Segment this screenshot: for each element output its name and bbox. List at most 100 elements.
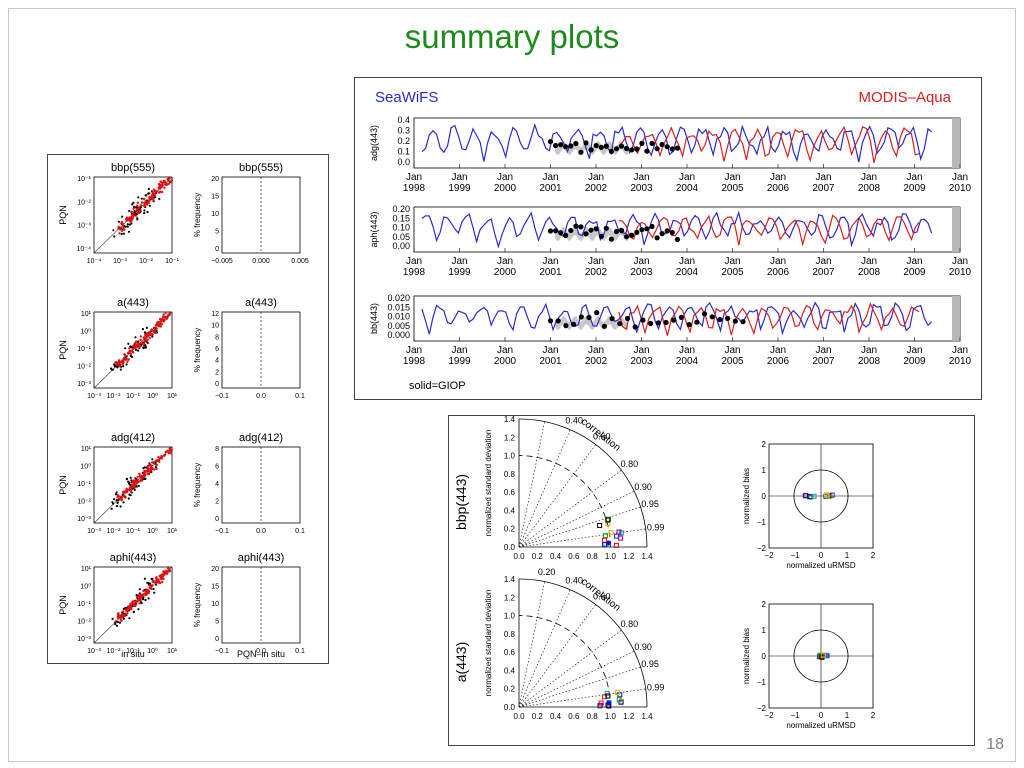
target-symbol	[802, 493, 808, 499]
insitu-point	[701, 311, 708, 317]
timeseries-xlabel-month: Jan	[815, 345, 831, 356]
taylor-ytick: 0.2	[504, 685, 516, 694]
target-ytick: 0	[762, 492, 767, 501]
insitu-point	[659, 141, 665, 148]
scatter-point	[140, 197, 143, 200]
scatter-point	[125, 363, 128, 366]
scatter-point	[112, 502, 115, 505]
scatter-point	[143, 473, 146, 476]
histogram-xtick: 0.1	[295, 393, 305, 400]
scatter-point	[128, 209, 131, 212]
scatter-point	[121, 222, 125, 226]
scatter-point	[149, 585, 153, 588]
scatter-point	[164, 311, 167, 314]
scatter-point	[165, 183, 168, 187]
insitu-point	[634, 229, 640, 235]
timeseries-xlabel-year: 2006	[767, 183, 790, 194]
timeseries-xlabel-month: Jan	[724, 256, 740, 267]
timeseries-xlabel-year: 2007	[812, 183, 835, 194]
histogram-ytick: 10	[211, 323, 219, 330]
taylor-xtick: 1.0	[605, 712, 617, 721]
target-symbol	[824, 492, 829, 498]
taylor-ytick: 1.0	[504, 452, 516, 461]
correlation-ray	[518, 469, 622, 548]
taylor-target-figure: bbp(443)0.200.400.600.800.900.950.99corr…	[453, 407, 876, 730]
insitu-point	[624, 234, 630, 240]
scatter-point	[121, 359, 124, 362]
scatter-point	[115, 491, 118, 494]
scatter-point	[118, 621, 122, 624]
scatter-point	[129, 352, 132, 356]
insitu-point	[586, 314, 592, 321]
timeseries-xlabel-year: 1999	[448, 267, 471, 278]
scatter-point	[127, 358, 130, 361]
taylor-xtick: 1.4	[641, 552, 653, 561]
scatter-point	[142, 589, 145, 593]
timeseries-xlabel-year: 2004	[676, 183, 699, 194]
scatter-ylabel: PQN	[58, 475, 68, 495]
timeseries-ylabel: aph(443)	[369, 211, 379, 247]
histogram-ytick: 6	[215, 346, 219, 353]
histogram-xtick: 0.0	[256, 648, 266, 655]
scatter-point	[141, 342, 144, 345]
insitu-point	[640, 317, 646, 323]
scatter-point	[122, 617, 125, 620]
target-symbol	[820, 652, 826, 658]
taylor-xtick: 1.2	[623, 552, 635, 561]
taylor-xtick: 0.6	[568, 712, 580, 721]
timeseries-frame	[413, 206, 961, 253]
scatter-point	[152, 330, 155, 333]
scatter-ytick: 10⁻¹	[77, 481, 91, 488]
timeseries-ytick: 0.015	[387, 302, 410, 312]
scatter-point	[165, 570, 169, 573]
scatter-point	[130, 490, 133, 494]
histogram-ytick: 4	[215, 358, 219, 365]
histogram-title: adg(412)	[239, 432, 283, 444]
insitu-point	[629, 232, 635, 238]
target-xtick: −1	[790, 551, 800, 560]
scatter-point	[146, 591, 149, 595]
scatter-point	[130, 355, 134, 358]
timeseries-ytick: 0.20	[392, 204, 410, 214]
plot-row-2: adg(412) adg(412) 10⁻³ 10⁻² 10⁻¹ 10⁰ 10¹ 10¹ 10⁰…	[58, 432, 305, 535]
histogram-xtick: −0.1	[215, 393, 229, 400]
scatter-point	[148, 336, 151, 340]
scatter-point	[128, 607, 131, 611]
taylor-xtick: 0.8	[587, 552, 599, 561]
scatter-point	[110, 507, 113, 510]
histogram-xtick: 0.1	[295, 648, 305, 655]
scatter-point	[143, 466, 146, 469]
correlation-ray	[518, 604, 597, 708]
insitu-point	[709, 314, 715, 320]
scatter-point	[128, 219, 131, 222]
scatter-point	[134, 477, 137, 480]
timeseries-xlabel-month: Jan	[770, 256, 786, 267]
histogram-ytick: 15	[211, 584, 219, 591]
histogram-xtick: 0.000	[252, 258, 270, 265]
insitu-point	[678, 314, 684, 320]
scatter-point	[137, 349, 140, 352]
scatter-point	[143, 209, 146, 212]
scatter-point	[131, 344, 135, 348]
timeseries-xlabel-month: Jan	[406, 256, 422, 267]
scatter-point	[151, 191, 154, 194]
scatter-point	[116, 496, 119, 499]
scatter-point	[148, 192, 151, 195]
timeseries-xlabel-year: 1998	[403, 183, 426, 194]
scatter-point	[122, 226, 125, 229]
scatter-point	[138, 206, 141, 209]
scatter-ytick: 10⁻¹	[77, 176, 91, 183]
scatter-point	[112, 498, 116, 501]
scatter-point	[130, 211, 133, 214]
correlation-ray	[518, 421, 545, 548]
correlation-tick: 0.60	[593, 432, 611, 442]
timeseries-xlabel-month: Jan	[861, 172, 877, 183]
scatter-point	[157, 578, 160, 581]
insitu-point	[639, 140, 645, 146]
insitu-point	[654, 146, 660, 152]
correlation-tick: 0.20	[538, 416, 556, 417]
histogram-ytick: 12	[211, 311, 219, 318]
insitu-point	[558, 142, 564, 148]
timeseries-xlabel-year: 2010	[949, 267, 972, 278]
correlation-ray	[518, 650, 635, 708]
